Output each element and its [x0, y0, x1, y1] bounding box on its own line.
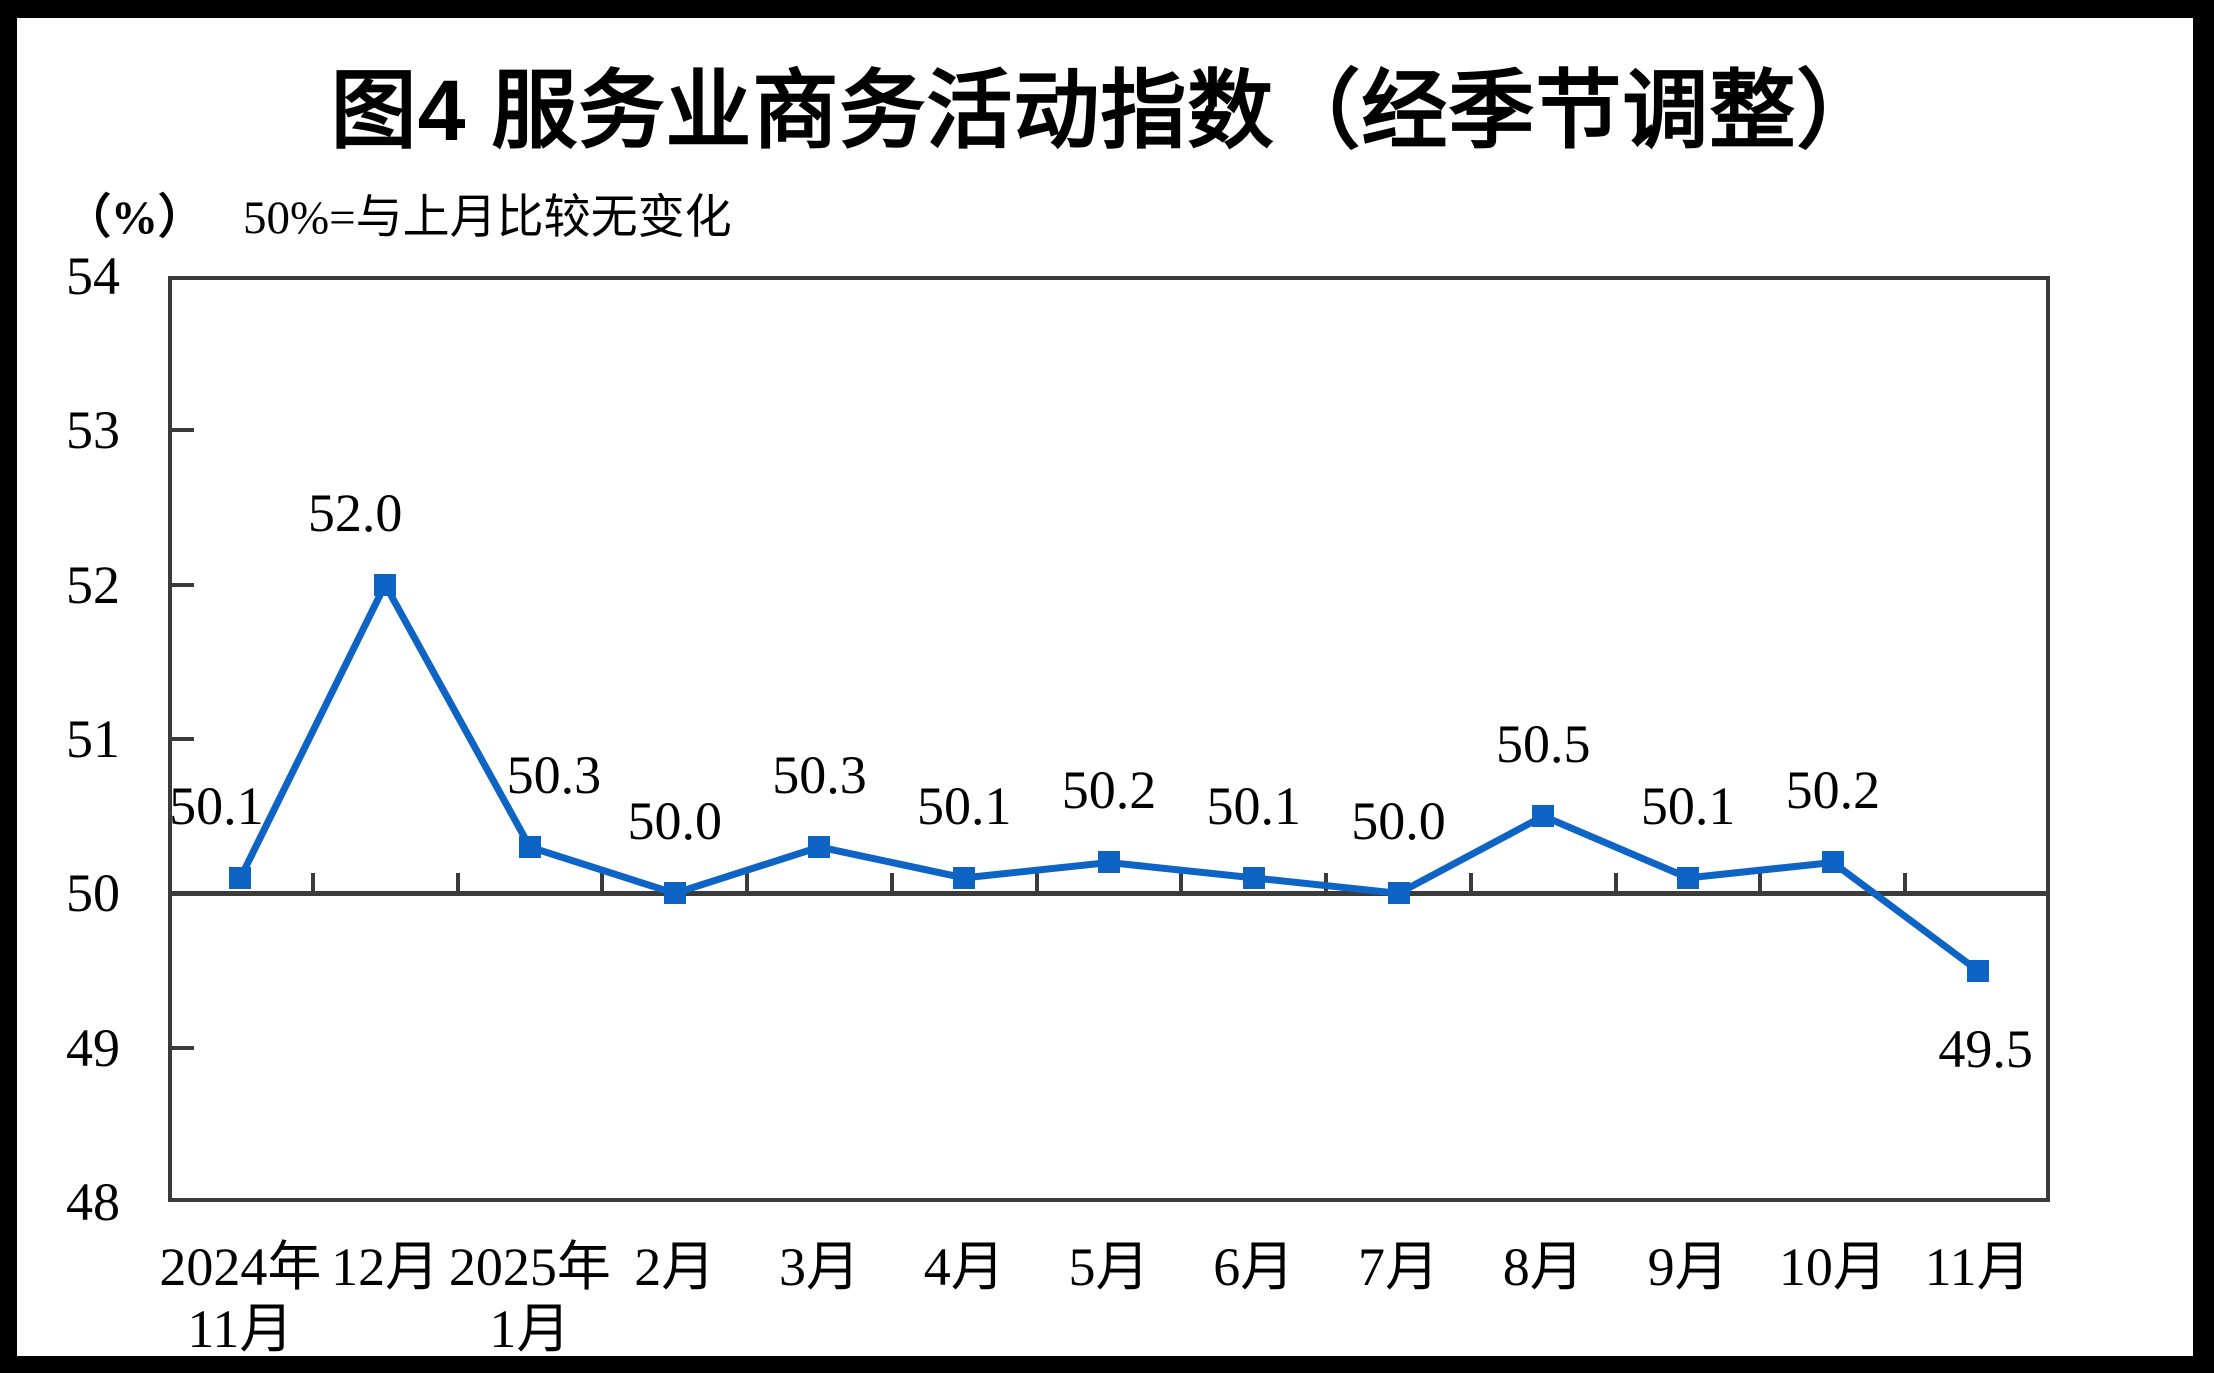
x-axis-category-label-line: 11月	[1924, 1237, 2031, 1297]
x-axis-category-label: 4月	[849, 1236, 1079, 1298]
x-axis-tick	[1903, 873, 1908, 894]
x-axis-category-label: 12月	[270, 1236, 500, 1298]
y-axis-tick-label: 54	[66, 246, 120, 306]
data-point-marker	[953, 866, 976, 889]
data-point-label: 50.3	[772, 745, 867, 806]
data-point-label: 50.1	[1640, 775, 1736, 836]
x-axis-category-label: 11月	[1863, 1236, 2093, 1298]
x-axis-category-label-line: 2025年	[448, 1237, 611, 1297]
x-axis-tick	[1468, 873, 1473, 894]
x-axis-category-label-line: 7月	[1358, 1237, 1440, 1297]
x-axis-category-label-line: 10月	[1778, 1237, 1887, 1297]
x-axis-category-label: 10月	[1718, 1236, 1948, 1298]
x-axis-category-label-line: 12月	[331, 1237, 440, 1297]
y-axis-tick	[170, 1045, 194, 1050]
y-axis-tick-label: 51	[66, 709, 120, 769]
x-axis-category-label: 2025年 1月	[415, 1236, 645, 1360]
x-axis-category-label: 2月	[560, 1236, 790, 1298]
x-axis-category-label-line: 8月	[1502, 1237, 1584, 1297]
x-axis-category-label-line: 5月	[1068, 1237, 1150, 1297]
x-axis-category-label-line: 2024年	[159, 1237, 322, 1297]
x-axis-tick	[600, 873, 605, 894]
x-axis-tick	[1758, 873, 1763, 894]
x-axis-category-label-line: 9月	[1647, 1237, 1729, 1297]
x-axis-category-label: 7月	[1284, 1236, 1514, 1298]
data-point-marker	[808, 836, 831, 859]
x-axis-category-label-line: 1月	[489, 1299, 571, 1359]
reference-line-50	[168, 890, 2050, 896]
data-point-label: 50.0	[627, 791, 722, 852]
y-axis-unit-label: （%）	[64, 192, 205, 244]
y-axis-tick-label: 52	[66, 554, 120, 615]
x-axis-tick	[455, 873, 460, 894]
data-point-label: 50.1	[169, 775, 264, 836]
y-axis-tick-label: 48	[66, 1172, 120, 1232]
x-axis-category-label: 8月	[1428, 1236, 1658, 1298]
x-axis-category-label: 9月	[1573, 1236, 1803, 1298]
x-axis-category-label: 2024年 11月	[125, 1236, 355, 1360]
data-point-marker	[1242, 866, 1265, 889]
data-point-marker	[1966, 959, 1989, 982]
data-point-label: 50.5	[1496, 714, 1591, 775]
x-axis-tick	[745, 873, 750, 894]
y-axis-tick	[170, 582, 194, 587]
chart-title: 图4 服务业商务活动指数（经季节调整）	[330, 63, 1884, 159]
data-point-label: 50.2	[1061, 760, 1157, 821]
x-axis-tick	[1034, 873, 1039, 894]
x-axis-category-label-line: 2月	[634, 1237, 716, 1297]
x-axis-category-label: 5月	[994, 1236, 1224, 1298]
data-point-marker	[1532, 805, 1555, 828]
y-axis-tick-label: 49	[66, 1017, 120, 1078]
data-point-label: 52.0	[307, 482, 403, 543]
chart-canvas	[17, 18, 2193, 1356]
data-point-label: 50.0	[1351, 791, 1446, 852]
x-axis-category-label-line: 6月	[1213, 1237, 1295, 1297]
x-axis-tick	[310, 873, 315, 894]
y-axis-tick	[170, 428, 194, 433]
y-axis-tick-label: 53	[66, 400, 120, 461]
x-axis-tick	[889, 873, 894, 894]
x-axis-tick	[1179, 873, 1184, 894]
data-point-marker	[1677, 866, 1700, 889]
data-point-marker	[518, 836, 541, 859]
data-point-marker	[1821, 851, 1844, 874]
data-point-label: 50.3	[506, 745, 602, 806]
data-point-marker	[663, 882, 686, 905]
x-axis-category-label: 3月	[704, 1236, 934, 1298]
x-axis-category-label-line: 3月	[778, 1237, 860, 1297]
data-point-label: 50.1	[916, 775, 1012, 836]
y-axis-tick-label: 50	[66, 863, 120, 924]
data-point-marker	[229, 866, 252, 889]
data-point-label: 49.5	[1938, 1018, 2033, 1079]
data-point-marker	[1387, 882, 1410, 905]
data-point-label: 50.1	[1206, 775, 1302, 836]
subtitle-row: （%） 50%=与上月比较无变化	[64, 178, 732, 247]
y-axis-tick	[170, 737, 194, 741]
reference-note: 50%=与上月比较无变化	[243, 192, 732, 244]
x-axis-category-label-line: 4月	[923, 1237, 1005, 1297]
data-point-marker	[1098, 851, 1120, 874]
x-axis-tick	[1613, 873, 1618, 894]
x-axis-category-label: 6月	[1139, 1236, 1369, 1298]
x-axis-category-label-line: 11月	[187, 1299, 294, 1359]
data-point-marker	[374, 573, 397, 596]
data-point-label: 50.2	[1785, 760, 1881, 821]
